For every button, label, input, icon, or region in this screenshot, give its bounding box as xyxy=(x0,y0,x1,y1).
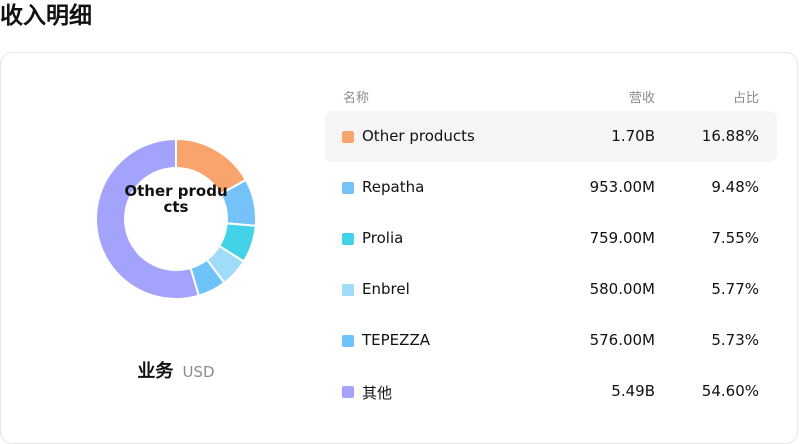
header-share: 占比 xyxy=(732,91,759,106)
color-swatch xyxy=(342,335,354,347)
row-share: 7.55% xyxy=(711,229,759,247)
row-revenue: 576.00M xyxy=(589,331,655,349)
row-revenue: 759.00M xyxy=(589,229,655,247)
row-revenue: 580.00M xyxy=(589,280,655,298)
header-revenue: 营收 xyxy=(628,91,655,106)
table-row[interactable]: Other products 1.70B 16.88% xyxy=(325,111,777,162)
table-row[interactable]: TEPEZZA 576.00M 5.73% xyxy=(325,315,777,366)
currency-label: USD xyxy=(182,363,215,381)
color-swatch xyxy=(342,386,354,398)
row-revenue: 953.00M xyxy=(589,178,655,196)
table-row[interactable]: Enbrel 580.00M 5.77% xyxy=(325,264,777,315)
donut-slice[interactable] xyxy=(95,137,201,300)
color-swatch xyxy=(342,182,354,194)
row-name: TEPEZZA xyxy=(362,331,430,349)
segment-label: 业务 USD xyxy=(1,357,351,383)
row-share: 54.60% xyxy=(701,382,759,400)
donut-svg xyxy=(95,137,257,300)
row-name: Repatha xyxy=(362,178,425,196)
donut-center-label: Other products xyxy=(124,182,228,216)
donut-chart: Other products xyxy=(93,136,259,302)
row-name: Prolia xyxy=(362,229,404,247)
row-revenue: 5.49B xyxy=(611,382,655,400)
revenue-table: 名称 营收 占比 Other products 1.70B 16.88% Rep… xyxy=(325,81,777,417)
table-row[interactable]: Prolia 759.00M 7.55% xyxy=(325,213,777,264)
row-revenue: 1.70B xyxy=(611,127,655,145)
row-share: 5.77% xyxy=(711,280,759,298)
table-row[interactable]: Repatha 953.00M 9.48% xyxy=(325,162,777,213)
row-name: 其他 xyxy=(362,384,393,402)
color-swatch xyxy=(342,233,354,245)
row-name: Enbrel xyxy=(362,280,410,298)
header-name: 名称 xyxy=(343,91,370,106)
table-header: 名称 营收 占比 xyxy=(325,81,777,111)
table-body: Other products 1.70B 16.88% Repatha 953.… xyxy=(325,111,777,417)
color-swatch xyxy=(342,131,354,143)
segment-name: 业务 xyxy=(137,361,174,382)
table-row[interactable]: 其他 5.49B 54.60% xyxy=(325,366,777,417)
row-share: 5.73% xyxy=(711,331,759,349)
row-share: 16.88% xyxy=(701,127,759,145)
page-title: 收入明细 xyxy=(0,3,92,29)
color-swatch xyxy=(342,284,354,296)
row-share: 9.48% xyxy=(711,178,759,196)
revenue-breakdown-card: Other products 业务 USD 名称 营收 占比 Other pro… xyxy=(0,52,798,444)
row-name: Other products xyxy=(362,127,475,145)
